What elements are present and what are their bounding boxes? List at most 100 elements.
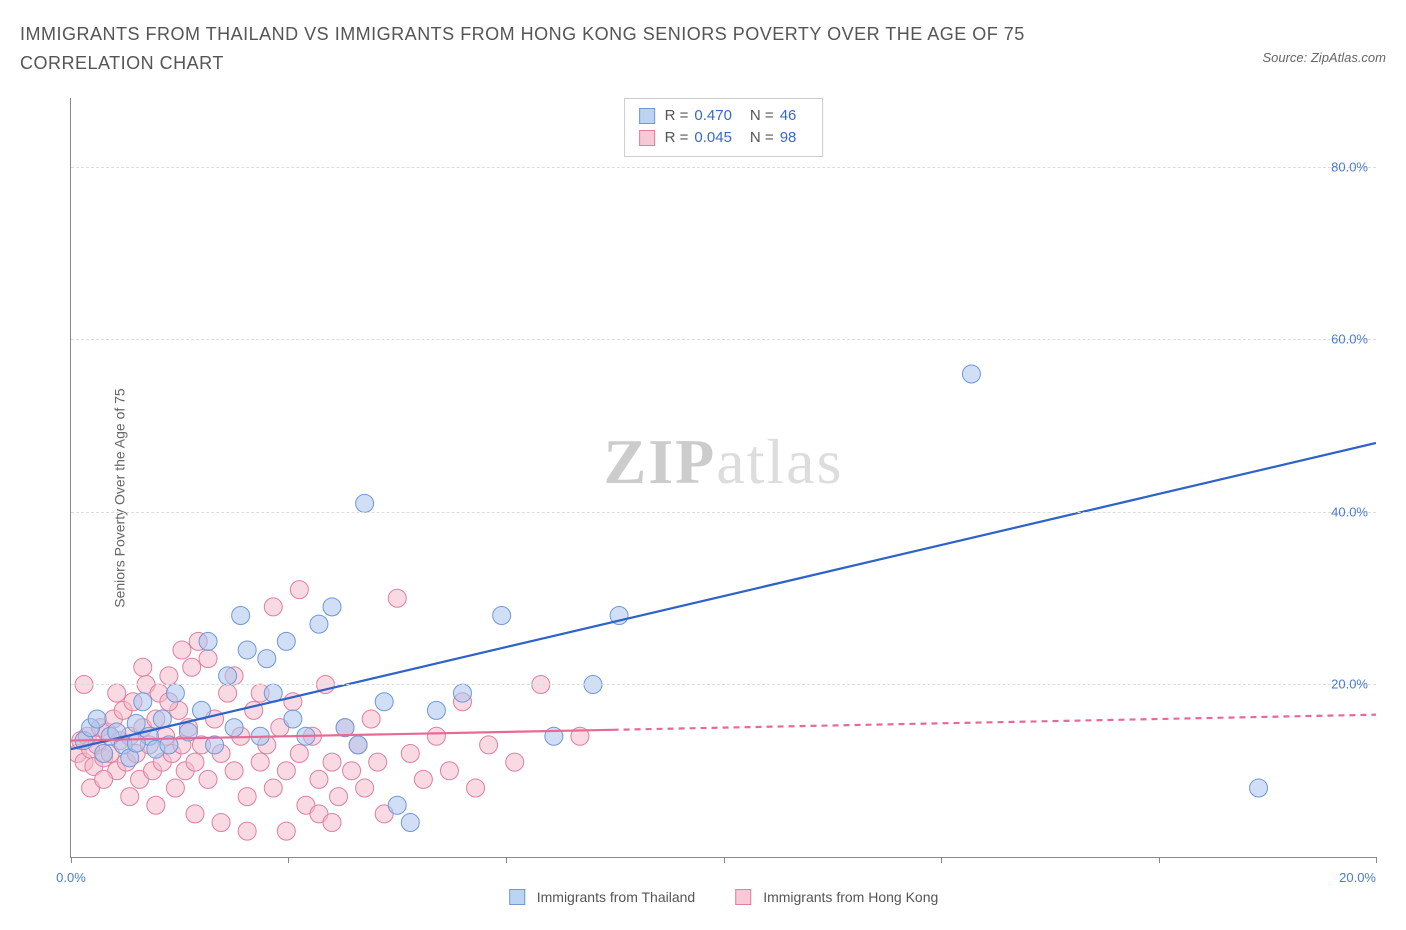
y-tick-label: 60.0% (1331, 332, 1368, 347)
scatter-point (414, 770, 432, 788)
source-prefix: Source: (1262, 50, 1310, 65)
x-tick (506, 857, 507, 863)
scatter-point (388, 796, 406, 814)
scatter-point (101, 727, 119, 745)
source-name: ZipAtlas.com (1311, 50, 1386, 65)
legend-label: Immigrants from Thailand (537, 889, 695, 905)
y-tick-label: 40.0% (1331, 504, 1368, 519)
scatter-point (98, 723, 116, 741)
y-tick-label: 80.0% (1331, 159, 1368, 174)
scatter-point (427, 727, 445, 745)
source-credit: Source: ZipAtlas.com (1262, 20, 1386, 65)
scatter-point (186, 804, 204, 822)
scatter-point (219, 666, 237, 684)
scatter-point (127, 744, 145, 762)
scatter-point (82, 718, 100, 736)
scatter-point (183, 658, 201, 676)
scatter-point (427, 701, 445, 719)
x-tick (941, 857, 942, 863)
swatch-thailand (639, 108, 655, 124)
scatter-point (91, 718, 109, 736)
scatter-point (323, 813, 341, 831)
scatter-point (375, 804, 393, 822)
scatter-point (506, 753, 524, 771)
scatter-point (290, 744, 308, 762)
scatter-point (173, 641, 191, 659)
scatter-point (480, 735, 498, 753)
scatter-point (140, 727, 158, 745)
x-tick (288, 857, 289, 863)
scatter-point (104, 710, 122, 728)
scatter-point (336, 718, 354, 736)
scatter-point (127, 714, 145, 732)
scatter-point (290, 580, 308, 598)
scatter-point (206, 710, 224, 728)
x-tick (1376, 857, 1377, 863)
scatter-point (610, 606, 628, 624)
scatter-point (121, 727, 139, 745)
scatter-point (493, 606, 511, 624)
plot-area: ZIPatlas R = 0.470 N = 46 R = 0.045 N = … (70, 98, 1376, 858)
scatter-point (219, 684, 237, 702)
scatter-point (232, 727, 250, 745)
x-tick (724, 857, 725, 863)
scatter-point (140, 735, 158, 753)
scatter-point (75, 731, 93, 749)
scatter-point (212, 813, 230, 831)
scatter-point (153, 753, 171, 771)
gridline (71, 167, 1376, 168)
scatter-point (199, 632, 217, 650)
scatter-point (160, 735, 178, 753)
swatch-hongkong (735, 889, 751, 905)
scatter-point (88, 710, 106, 728)
scatter-point (375, 692, 393, 710)
scatter-point (160, 666, 178, 684)
scatter-point (440, 761, 458, 779)
scatter-point (225, 666, 243, 684)
scatter-point (251, 684, 269, 702)
scatter-point (330, 787, 348, 805)
scatter-point (238, 787, 256, 805)
r-value-thailand: 0.470 (694, 105, 732, 128)
bottom-legend: Immigrants from Thailand Immigrants from… (509, 889, 939, 905)
scatter-point (401, 813, 419, 831)
gridline (71, 512, 1376, 513)
scatter-point (277, 632, 295, 650)
scatter-point (111, 731, 129, 749)
scatter-point (251, 727, 269, 745)
scatter-point (173, 735, 191, 753)
scatter-point (297, 727, 315, 745)
scatter-point (153, 710, 171, 728)
scatter-point (349, 735, 367, 753)
scatter-point (277, 822, 295, 840)
scatter-point (108, 761, 126, 779)
x-tick-label: 20.0% (1339, 870, 1376, 885)
scatter-point (144, 761, 162, 779)
scatter-point (134, 692, 152, 710)
scatter-point (199, 649, 217, 667)
legend-item-hongkong: Immigrants from Hong Kong (735, 889, 938, 905)
scatter-point (193, 735, 211, 753)
scatter-point (271, 718, 289, 736)
stats-legend-box: R = 0.470 N = 46 R = 0.045 N = 98 (624, 98, 824, 157)
scatter-point (114, 701, 132, 719)
scatter-point (121, 787, 139, 805)
scatter-point (1250, 779, 1268, 797)
swatch-thailand (509, 889, 525, 905)
scatter-point (189, 632, 207, 650)
scatter-point (356, 494, 374, 512)
scatter-point (264, 597, 282, 615)
r-value-hongkong: 0.045 (694, 127, 732, 150)
swatch-hongkong (639, 130, 655, 146)
scatter-point (571, 727, 589, 745)
n-value-thailand: 46 (780, 105, 797, 128)
scatter-point (310, 804, 328, 822)
scatter-point (336, 718, 354, 736)
scatter-point (225, 761, 243, 779)
watermark-atlas: atlas (716, 426, 843, 497)
scatter-point (238, 822, 256, 840)
scatter-point (179, 718, 197, 736)
scatter-point (134, 718, 152, 736)
scatter-point (323, 753, 341, 771)
scatter-point (147, 740, 165, 758)
